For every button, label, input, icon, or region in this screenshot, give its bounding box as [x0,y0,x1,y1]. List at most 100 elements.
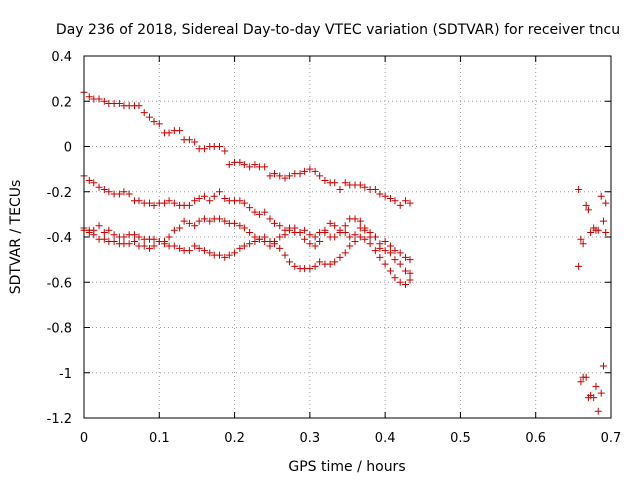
data-point [599,217,607,225]
data-point [286,172,294,180]
data-point [356,233,364,241]
data-point [599,362,607,370]
data-point [135,233,143,241]
data-point [401,197,409,205]
x-tick-label: 0.4 [375,431,396,446]
data-point [577,235,585,243]
data-point [346,242,354,250]
data-point [95,183,103,191]
data-point [575,262,583,270]
data-point [176,244,184,252]
plot-frame [83,55,612,419]
data-point [396,249,404,257]
data-point [200,145,208,153]
data-point [90,231,98,239]
data-point [331,222,339,230]
data-point [125,240,133,248]
data-point [110,231,118,239]
data-point [206,197,214,205]
data-point [381,238,389,246]
data-point [100,228,108,236]
data-point [135,102,143,110]
data-point [592,382,600,390]
data-point [255,210,263,218]
chart-title: Day 236 of 2018, Sidereal Day-to-day VTE… [56,22,620,38]
data-point [216,188,224,196]
data-point [145,113,153,121]
data-point [582,373,590,381]
data-point [597,389,605,397]
data-point [341,179,349,187]
data-point [361,226,369,234]
data-point [120,188,128,196]
series-2 [80,172,414,264]
data-point [246,204,254,212]
data-point [105,226,113,234]
data-point [381,260,389,268]
data-point [206,217,214,225]
data-point [236,244,244,252]
data-point [602,199,610,207]
data-point [115,190,123,198]
data-point [170,199,178,207]
data-point [115,100,123,108]
data-point [326,219,334,227]
data-point [376,244,384,252]
data-point [270,219,278,227]
data-point [391,256,399,264]
data-point [306,165,314,173]
data-point [140,109,148,117]
data-point [316,238,324,246]
data-point [270,170,278,178]
data-point [321,226,329,234]
data-point [95,222,103,230]
data-point [251,238,259,246]
data-point [281,231,289,239]
data-point [406,199,414,207]
data-point [276,233,284,241]
data-point [176,224,184,232]
data-point [216,143,224,150]
data-point [150,235,158,243]
data-point [366,240,374,248]
data-point [356,181,364,189]
data-point [170,226,178,234]
data-point [240,242,248,250]
data-point [341,249,349,257]
x-tick-label: 0.3 [300,431,321,446]
x-axis-label: GPS time / hours [288,459,405,475]
data-point [135,197,143,205]
data-point [90,179,98,187]
data-point [251,161,259,169]
data-point [195,244,203,252]
data-point [85,228,93,236]
data-point [579,240,587,248]
data-point [155,238,163,246]
data-point [251,208,259,216]
data-point [191,138,199,146]
data-point [200,247,208,255]
y-axis-label: SDTVAR / TECUs [8,180,24,295]
data-point [185,136,193,144]
y-tick-label: -0.2 [47,186,72,201]
data-point [185,201,193,209]
data-point [200,215,208,223]
data-point [361,235,369,243]
data-point [100,185,108,193]
data-point [120,233,128,241]
data-point [306,231,314,239]
data-point [401,267,409,275]
data-point [221,253,229,261]
data-point [165,233,173,241]
data-point [165,129,173,137]
data-point [105,188,113,196]
series-5 [575,185,610,248]
data-point [236,197,244,205]
data-point [391,274,399,282]
data-point [261,238,269,246]
data-point [286,258,294,266]
data-point [100,97,108,105]
data-point [336,226,344,234]
data-point [225,251,233,259]
